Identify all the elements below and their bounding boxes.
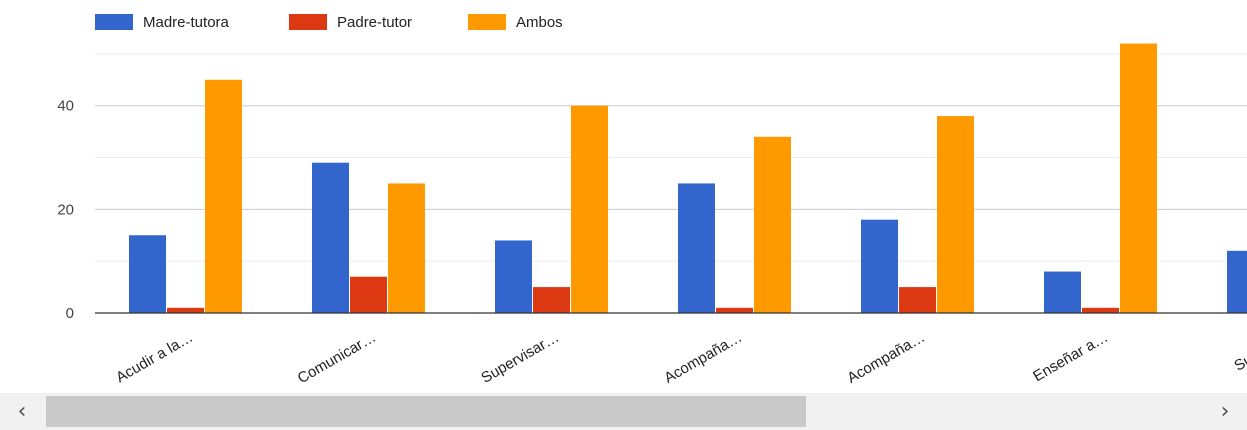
x-category-label: Supervisar… bbox=[478, 329, 562, 387]
legend-swatch bbox=[95, 14, 133, 30]
y-tick-label: 20 bbox=[57, 201, 74, 218]
x-category-label: Comunicar… bbox=[295, 329, 379, 387]
bar[interactable] bbox=[1082, 307, 1119, 313]
bar[interactable] bbox=[1227, 250, 1247, 313]
bar[interactable] bbox=[1044, 271, 1081, 313]
bar[interactable] bbox=[129, 235, 166, 313]
legend-label: Ambos bbox=[516, 14, 563, 31]
bar[interactable] bbox=[388, 183, 425, 313]
legend-label: Madre-tutora bbox=[143, 14, 230, 31]
bar[interactable] bbox=[495, 240, 532, 313]
legend-swatch bbox=[289, 14, 327, 30]
bar[interactable] bbox=[167, 307, 204, 313]
chart-area: 0 20 40 Acudir a la… Comunicar… Supervisar… A… bbox=[57, 14, 1247, 387]
horizontal-scrollbar[interactable]: ‹ › bbox=[0, 393, 1247, 430]
bar[interactable] bbox=[312, 162, 349, 313]
chevron-right-icon[interactable]: › bbox=[1220, 399, 1230, 424]
chevron-left-icon[interactable]: ‹ bbox=[17, 399, 27, 424]
bar[interactable] bbox=[861, 219, 898, 313]
bar[interactable] bbox=[716, 307, 753, 313]
bar[interactable] bbox=[1120, 43, 1157, 314]
x-category-label: Superv… bbox=[1231, 329, 1247, 375]
bar[interactable] bbox=[205, 79, 242, 314]
bars bbox=[129, 43, 1247, 314]
legend-swatch bbox=[468, 14, 506, 30]
bar[interactable] bbox=[533, 287, 570, 313]
x-category-label: Acudir a la… bbox=[113, 329, 196, 387]
scrollbar-thumb[interactable] bbox=[46, 396, 806, 427]
bar[interactable] bbox=[754, 136, 791, 313]
legend: Madre-tutora Padre-tutor Ambos bbox=[95, 14, 563, 31]
y-tick-label: 40 bbox=[57, 98, 74, 115]
legend-label: Padre-tutor bbox=[337, 14, 412, 31]
bar[interactable] bbox=[899, 287, 936, 313]
bar[interactable] bbox=[571, 105, 608, 313]
y-axis-ticks: 0 20 40 bbox=[57, 98, 74, 322]
bar[interactable] bbox=[678, 183, 715, 313]
bar[interactable] bbox=[350, 276, 387, 313]
x-category-label: Acompaña… bbox=[661, 329, 745, 387]
y-tick-label: 0 bbox=[66, 305, 74, 322]
x-axis-labels: Acudir a la… Comunicar… Supervisar… Acompañ… bbox=[113, 329, 1247, 387]
gridlines bbox=[95, 53, 1247, 262]
bar[interactable] bbox=[937, 116, 974, 313]
x-category-label: Acompaña… bbox=[844, 329, 928, 387]
legend-item[interactable]: Padre-tutor bbox=[289, 14, 412, 31]
x-category-label: Enseñar a… bbox=[1030, 329, 1111, 385]
legend-item[interactable]: Ambos bbox=[468, 14, 563, 31]
legend-item[interactable]: Madre-tutora bbox=[95, 14, 230, 31]
